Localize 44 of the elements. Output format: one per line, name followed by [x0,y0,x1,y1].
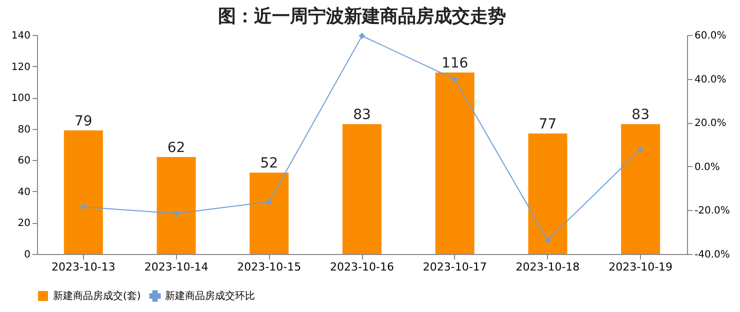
y2-tick-label: -20.0% [694,206,730,217]
x-tick-label: 2023-10-14 [144,260,208,274]
y-tick-label: 120 [11,62,30,73]
y-tick-label: 80 [18,124,30,136]
point [80,204,86,210]
bar [64,130,103,254]
data-label: 83 [632,107,650,124]
bar [156,157,196,254]
y-tick-label: 20 [18,218,30,230]
point [544,237,550,243]
bar [621,124,660,254]
x-tick-label: 2023-10-15 [237,260,302,274]
y2-tick-label: 40.0% [694,74,726,86]
data-label: 116 [441,56,468,72]
data-label: 83 [353,107,371,124]
x-tick-label: 2023-10-13 [51,260,116,274]
legend-label: 新建商品房成交环比 [165,290,255,302]
bar [528,134,568,254]
y2-tick-label: -40.0% [694,250,730,260]
data-label: 52 [260,156,278,172]
bar [435,72,474,254]
legend-label: 新建商品房成交(套) [53,290,141,302]
data-label: 77 [538,116,557,133]
y-tick-label: 100 [11,93,30,104]
point [638,146,644,152]
chart-title: 图：近一周宁波新建商品房成交走势 [218,6,506,27]
data-label: 62 [167,140,186,156]
x-tick-label: 2023-10-19 [608,260,673,274]
x-tick-label: 2023-10-16 [330,260,394,274]
y-tick-label: 140 [11,30,30,42]
bar [250,172,289,254]
x-tick-label: 2023-10-17 [422,260,487,274]
y-tick-label: 0 [24,250,30,260]
x-tick-label: 2023-10-18 [516,260,580,274]
y-tick-label: 60 [18,156,30,167]
y2-tick-label: 0.0% [694,162,720,173]
data-label: 79 [74,113,92,130]
point [174,210,180,216]
point [452,76,458,82]
y2-tick-label: 20.0% [694,118,726,130]
y2-tick-label: 60.0% [694,30,726,42]
point [266,198,272,204]
y-tick-label: 40 [18,186,30,198]
bar [342,124,382,254]
